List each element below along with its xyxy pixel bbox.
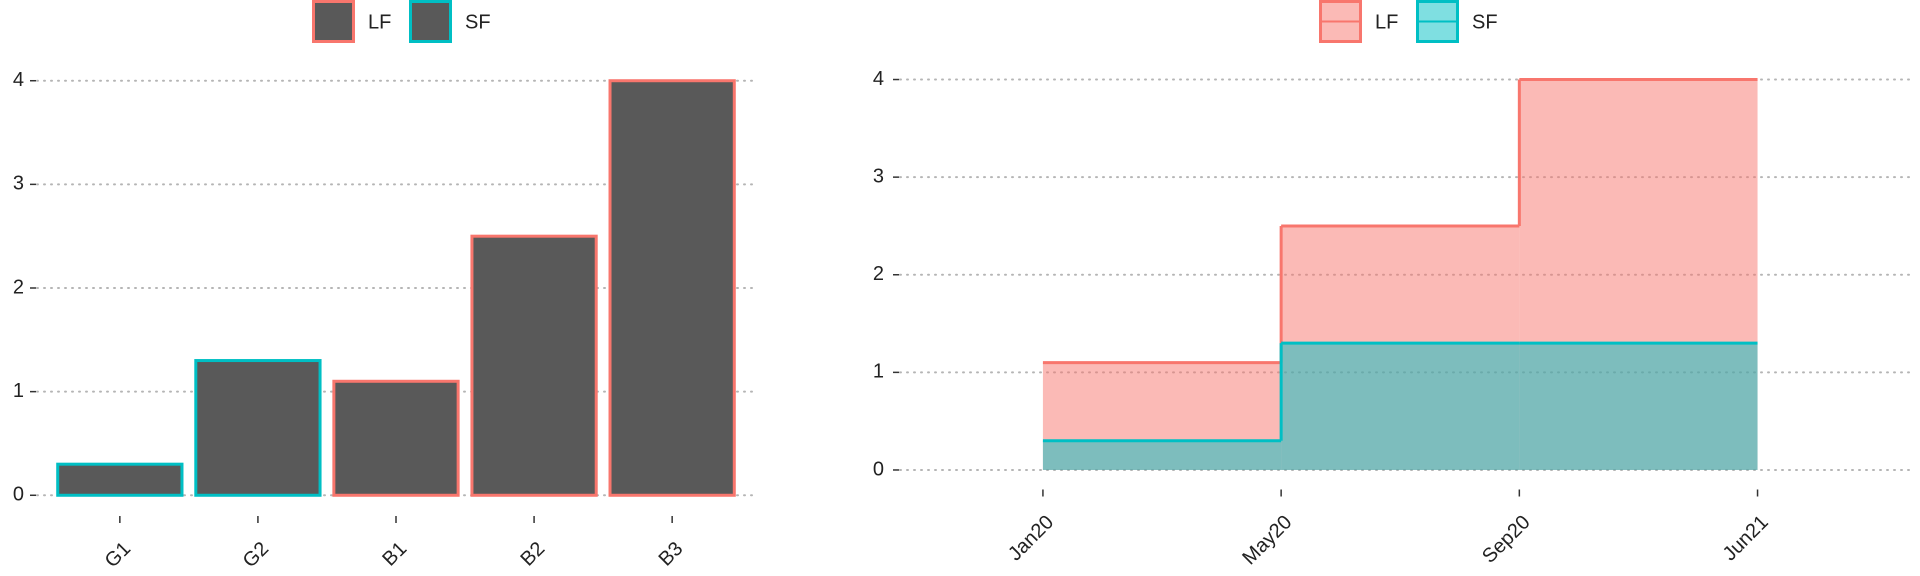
bar	[470, 234, 598, 497]
legend-label: LF	[368, 11, 391, 33]
series-sf	[1042, 341, 1758, 470]
legend-label: SF	[465, 11, 491, 33]
x-tick-label: May20	[1238, 511, 1296, 569]
x-tick-label: Jun21	[1719, 511, 1773, 565]
legend-item: SF	[409, 0, 491, 43]
chart: 0 1 2 3 4 Jan20 May20 Sep20 Jun21 LF SF	[873, 0, 1911, 569]
bar	[332, 379, 460, 497]
x-tick-label: B3	[655, 538, 688, 571]
y-tick-label: 2	[873, 263, 884, 285]
area-step	[1042, 440, 1282, 470]
legend-label: SF	[1472, 11, 1498, 33]
legend-item: LF	[312, 0, 391, 43]
y-tick-label: 1	[873, 361, 884, 383]
legend-key	[312, 0, 355, 43]
bar	[194, 359, 322, 497]
y-tick-label: 4	[13, 69, 24, 91]
x-tick-label: G2	[239, 538, 273, 572]
area-step	[1281, 343, 1520, 470]
y-tick-label: 3	[13, 173, 24, 195]
legend-item: SF	[1416, 0, 1498, 43]
bar	[56, 462, 184, 497]
y-tick-label: 1	[13, 380, 24, 402]
x-tick-label: B1	[378, 538, 411, 571]
y-tick-label: 3	[873, 165, 884, 187]
legend-key	[409, 0, 452, 43]
y-tick-label: 2	[13, 276, 24, 298]
x-tick-label: G1	[101, 538, 135, 572]
x-tick-label: Sep20	[1478, 511, 1534, 567]
legend-label: LF	[1375, 11, 1398, 33]
x-tick-label: B2	[516, 538, 549, 571]
y-tick-label: 0	[13, 484, 24, 506]
legend-item: LF	[1319, 0, 1398, 43]
bar	[608, 79, 736, 497]
y-tick-label: 4	[873, 68, 884, 90]
area-step	[1519, 343, 1758, 470]
chart: 0 1 2 3 4 G1 G2 B1 B2 B3 LF SF	[13, 0, 756, 572]
x-tick-label: Jan20	[1004, 511, 1058, 565]
y-tick-label: 0	[873, 458, 884, 480]
